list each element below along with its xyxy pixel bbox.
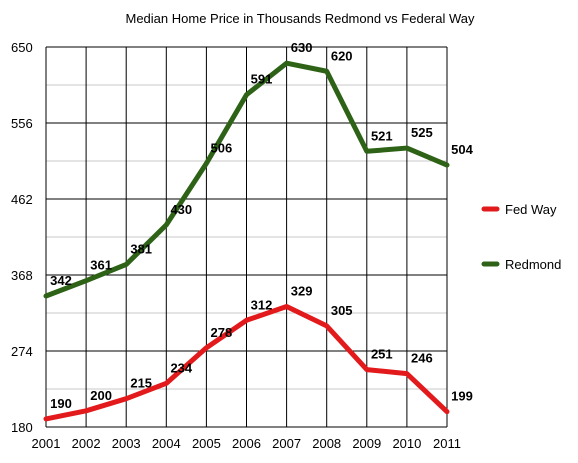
data-label: 525 — [411, 125, 433, 140]
data-label: 329 — [291, 284, 313, 299]
y-tick-label: 274 — [11, 344, 33, 359]
y-tick-label: 180 — [11, 420, 33, 435]
y-tick-label: 556 — [11, 116, 33, 131]
data-label: 342 — [50, 273, 72, 288]
y-tick-label: 462 — [11, 192, 33, 207]
data-label: 190 — [50, 396, 72, 411]
data-label: 312 — [251, 297, 273, 312]
grid-lines — [45, 46, 448, 428]
data-label: 521 — [371, 128, 393, 143]
legend: Fed Way Redmond — [481, 202, 561, 272]
y-tick-label: 650 — [11, 40, 33, 55]
data-label: 246 — [411, 351, 433, 366]
x-tick-label: 2004 — [152, 436, 181, 451]
series-line-fed-way — [43, 304, 450, 422]
y-tick-label: 368 — [11, 268, 33, 283]
data-label: 199 — [451, 389, 473, 404]
data-label: 278 — [211, 325, 233, 340]
series-lines — [43, 60, 450, 422]
x-axis-ticks: 2001 2002 2003 2004 2005 2006 2007 2008 2009 2010… — [32, 436, 461, 451]
data-labels: 190 200 215 234 278 312 329 305 251 246 199 342 361 3… — [50, 40, 473, 411]
x-tick-label: 2007 — [272, 436, 301, 451]
data-label: 200 — [90, 388, 112, 403]
chart-title: Median Home Price in Thousands Redmond v… — [126, 11, 475, 26]
data-label: 251 — [371, 347, 393, 362]
data-label: 305 — [331, 303, 353, 318]
x-tick-label: 2003 — [112, 436, 141, 451]
x-tick-label: 2010 — [392, 436, 421, 451]
x-tick-label: 2011 — [433, 436, 461, 451]
data-label: 361 — [90, 258, 112, 273]
data-label: 620 — [331, 48, 353, 63]
data-label: 234 — [170, 360, 192, 375]
x-tick-label: 2009 — [352, 436, 381, 451]
series-line-redmond — [43, 60, 450, 299]
legend-label: Fed Way — [505, 202, 557, 217]
y-axis-ticks: 180 274 368 462 556 650 — [11, 40, 33, 435]
data-label: 430 — [170, 202, 192, 217]
legend-label: Redmond — [505, 257, 561, 272]
x-tick-label: 2005 — [192, 436, 221, 451]
x-tick-label: 2001 — [32, 436, 61, 451]
data-label: 381 — [130, 241, 152, 256]
x-tick-label: 2008 — [312, 436, 341, 451]
data-label: 504 — [451, 142, 473, 157]
x-tick-label: 2002 — [72, 436, 101, 451]
data-label: 630 — [291, 40, 313, 55]
x-tick-label: 2006 — [232, 436, 261, 451]
data-label: 591 — [251, 72, 273, 87]
data-label: 215 — [130, 376, 152, 391]
data-label: 506 — [211, 140, 233, 155]
